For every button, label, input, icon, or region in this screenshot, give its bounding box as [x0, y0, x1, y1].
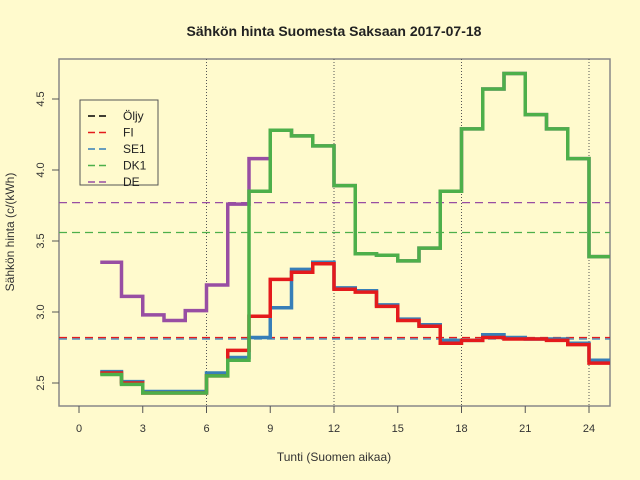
legend-label: SE1 [123, 142, 146, 156]
y-tick-label: 4.0 [35, 162, 47, 177]
legend-label: FI [123, 126, 134, 140]
x-axis: 0 3 6 9 12 15 18 21 24 [76, 406, 595, 435]
legend: Öljy FI SE1 DK1 DE [79, 99, 159, 189]
y-tick-label: 4.5 [35, 91, 47, 106]
y-axis-label: Sähkön hinta (c/(kWh) [3, 173, 17, 292]
series-line-fi [100, 261, 610, 395]
x-tick-label: 18 [455, 423, 467, 435]
x-tick-label: 15 [392, 423, 404, 435]
chart-title: Sähkön hinta Suomesta Saksaan 2017-07-18 [187, 23, 482, 39]
y-axis: 2.5 3.0 3.5 4.0 4.5 [35, 91, 59, 391]
y-tick-label: 3.5 [35, 233, 47, 248]
series-lines [100, 71, 610, 395]
y-tick-label: 2.5 [35, 375, 47, 390]
legend-box [79, 99, 159, 186]
legend-label: DK1 [123, 159, 147, 173]
x-tick-label: 21 [519, 423, 531, 435]
x-axis-label: Tunti (Suomen aikaa) [277, 450, 391, 464]
x-tick-label: 6 [203, 423, 209, 435]
legend-label: Öljy [123, 109, 144, 123]
vertical-guides [206, 59, 590, 406]
x-tick-label: 0 [76, 423, 82, 435]
x-tick-label: 24 [583, 423, 595, 435]
series-line-dk1 [100, 71, 610, 395]
series-line-se1 [100, 260, 610, 394]
x-tick-label: 12 [328, 423, 340, 435]
y-tick-label: 3.0 [35, 304, 47, 319]
x-tick-label: 9 [267, 423, 273, 435]
x-tick-label: 3 [140, 423, 146, 435]
legend-label: DE [123, 175, 140, 189]
